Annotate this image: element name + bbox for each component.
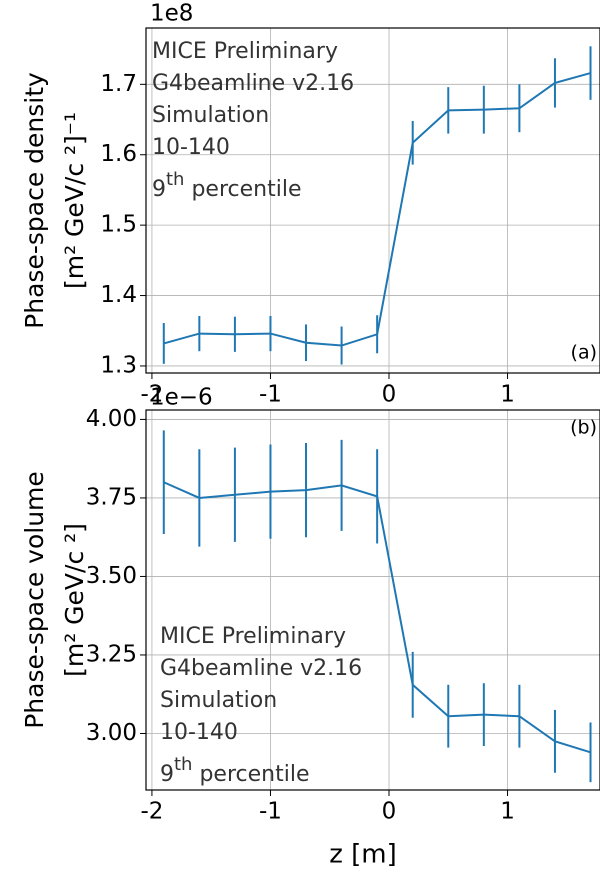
annotation-part: 9: [160, 762, 174, 787]
annotation-sup: th: [166, 169, 184, 190]
annotation-part: percentile: [184, 177, 301, 202]
y-axis-label: Phase-space volume: [20, 471, 49, 729]
y-tick-label: 1.6: [100, 141, 137, 167]
offset-label: 1e8: [150, 1, 193, 27]
y-tick-label: 3.00: [86, 720, 137, 746]
x-tick-label: -1: [259, 382, 282, 408]
y-axis-label: Phase-space density: [20, 72, 49, 329]
annotation: Simulation: [160, 688, 277, 713]
annotation: 9th percentile: [160, 754, 309, 787]
y-tick-label: 4.00: [86, 406, 137, 432]
annotation: G4beamline v2.16: [160, 656, 362, 681]
x-tick-label: -2: [140, 799, 163, 825]
axes-frame: [145, 27, 600, 374]
plot-area: [162, 46, 592, 365]
y-axis-label: [m² GeV/c ²]: [60, 523, 89, 677]
y-tick-label: 1.4: [100, 282, 137, 308]
y-tick-label: 1.3: [100, 352, 137, 378]
offset-label: 1e−6: [150, 385, 213, 411]
y-tick-label: 3.25: [86, 641, 137, 667]
annotation: 10-140: [152, 135, 230, 160]
x-tick-label: -2: [140, 382, 163, 408]
y-tick-label: 1.7: [100, 71, 137, 97]
annotation-part: percentile: [192, 762, 309, 787]
x-tick-label: 1: [500, 799, 515, 825]
annotation: 10-140: [160, 720, 238, 745]
x-tick-label: 0: [382, 799, 397, 825]
x-tick-label: 0: [382, 382, 397, 408]
x-axis-label: z [m]: [329, 840, 397, 870]
annotation: Simulation: [152, 103, 269, 128]
x-tick-label: 1: [500, 382, 515, 408]
annotation: 9th percentile: [152, 169, 301, 202]
annotation: MICE Preliminary: [152, 39, 338, 64]
x-tick-label: -1: [259, 799, 282, 825]
y-axis-label: [m² GeV/c ²]⁻¹: [60, 112, 89, 289]
panel-label: (a): [571, 342, 597, 364]
y-tick-label: 3.75: [86, 484, 137, 510]
annotation-part: 9: [152, 177, 166, 202]
annotation: G4beamline v2.16: [152, 71, 354, 96]
plot-area: [162, 430, 592, 783]
y-tick-label: 1.5: [100, 212, 137, 238]
annotation: MICE Preliminary: [160, 624, 346, 649]
annotation-sup: th: [174, 754, 192, 775]
panel-label: (b): [570, 417, 597, 439]
y-tick-label: 3.50: [86, 563, 137, 589]
axes-frame: [145, 409, 600, 791]
